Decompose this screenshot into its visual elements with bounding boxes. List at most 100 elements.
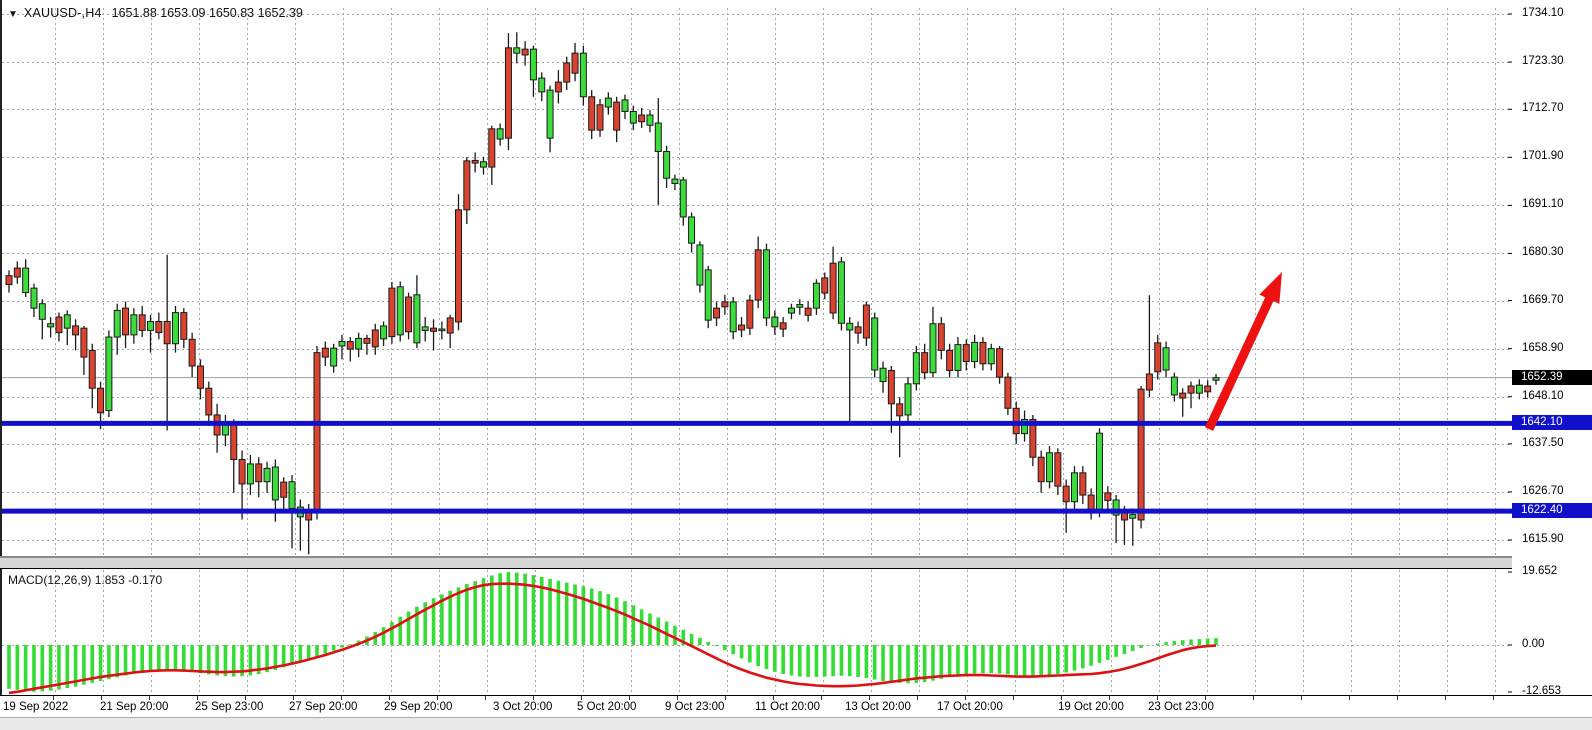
macd-tick-label: 19.652 [1522, 565, 1558, 577]
price-tick-label: 1626.70 [1522, 484, 1564, 497]
bull-candle-body [679, 179, 687, 218]
bear-candle-body [563, 62, 571, 83]
time-tick-label: 21 Sep 20:00 [100, 701, 169, 713]
bull-candle-body [646, 114, 654, 126]
macd-signal-value: -0.170 [128, 573, 163, 587]
price-tick-label: 1615.90 [1522, 533, 1564, 545]
bear-candle-body [921, 352, 929, 374]
bear-candle-body [721, 301, 729, 308]
bear-candle-body [596, 104, 604, 131]
resistance-price-tag: 1642.10 [1512, 415, 1592, 431]
symbol-timeframe-label: XAUUSD-,H4 [23, 6, 102, 20]
bull-candle-body [671, 178, 679, 185]
bear-candle-body [188, 338, 196, 367]
bear-candle-body [829, 262, 837, 314]
support-price-tag: 1622.40 [1512, 503, 1592, 519]
bull-candle-body [771, 316, 779, 328]
bear-candle-body [155, 321, 163, 334]
bull-candle-body [704, 269, 712, 321]
bull-candle-body [579, 52, 587, 98]
bear-candle-body [1079, 472, 1087, 496]
bear-candle-body [138, 314, 146, 331]
time-axis[interactable]: 19 Sep 2022 21 Sep 20:00 25 Sep 23:00 27 Se… [0, 695, 1592, 718]
price-tick-label: 1691.10 [1522, 198, 1564, 211]
panel-separator[interactable] [0, 556, 1512, 558]
price-tick-label: 1712.70 [1522, 102, 1564, 115]
candlestick-series[interactable] [5, 32, 1220, 555]
bear-candle-body [613, 101, 621, 131]
time-tick-label: 11 Oct 20:00 [755, 701, 820, 713]
bull-candle-body [263, 467, 271, 483]
bear-candle-body [455, 209, 463, 323]
bear-candle-body [88, 349, 96, 389]
bear-candle-body [163, 321, 171, 345]
time-tick-label: 19 Sep 2022 [3, 701, 69, 713]
current-price-tag: 1652.39 [1512, 369, 1592, 385]
bear-candle-body [896, 403, 904, 417]
bull-candle-body [796, 304, 804, 308]
panel-separator-band[interactable] [0, 558, 1512, 568]
bull-candle-body [929, 323, 937, 374]
bull-candle-body [38, 303, 46, 320]
bear-candle-body [588, 96, 596, 131]
bear-candle-body [821, 277, 829, 294]
chart-plot-area[interactable] [0, 0, 1514, 730]
macd-panel-top-border [0, 568, 1512, 569]
bear-candle-body [405, 296, 413, 333]
bull-candle-body [663, 151, 671, 179]
bear-candle-body [463, 160, 471, 211]
arrow-head [1259, 272, 1282, 304]
bull-candle-body [380, 325, 388, 340]
time-tick-label: 27 Sep 20:00 [289, 701, 358, 713]
price-axis[interactable]: 1734.10 1723.30 1712.70 1701.90 1691.10 1680.… [1512, 0, 1592, 730]
bear-candle-body [321, 347, 329, 358]
bear-candle-body [72, 325, 80, 336]
macd-tick-label: 0.00 [1522, 638, 1545, 650]
bear-candle-body [196, 365, 204, 389]
bull-candle-body [1162, 347, 1170, 371]
bull-candle-body [1112, 499, 1120, 516]
bear-candle-body [1062, 485, 1070, 503]
bull-candle-body [113, 309, 121, 338]
bull-candle-body [837, 261, 845, 324]
bull-candle-body [147, 321, 155, 331]
macd-indicator-label: MACD(12,26,9) 1.853 -0.170 [8, 573, 162, 587]
bear-candle-body [862, 304, 870, 339]
price-tick-label: 1669.70 [1522, 293, 1564, 306]
price-tick-label: 1648.10 [1522, 389, 1564, 402]
bull-candle-body [438, 328, 446, 332]
grid-lines [2, 8, 1514, 694]
bull-candle-body [246, 463, 254, 485]
bull-candle-body [1170, 376, 1178, 396]
bear-candle-body [488, 128, 496, 168]
bull-candle-body [879, 367, 887, 383]
bear-candle-body [887, 369, 895, 405]
bear-candle-body [313, 352, 321, 513]
bull-candle-body [654, 122, 662, 153]
bear-candle-body [13, 267, 21, 278]
bear-candle-body [5, 275, 13, 286]
bear-candle-body [122, 307, 130, 336]
bull-candle-body [22, 267, 30, 294]
price-tick-label: 1680.30 [1522, 246, 1564, 259]
bull-candle-body [912, 352, 920, 385]
bear-candle-body [713, 307, 721, 319]
candlestick-chart-canvas[interactable] [2, 0, 1514, 730]
bull-candle-body [729, 301, 737, 333]
bear-candle-body [937, 323, 945, 351]
time-tick-label: 19 Oct 20:00 [1058, 701, 1124, 713]
bull-candle-body [171, 312, 179, 345]
ohlc-quote-readout: 1651.88 1653.09 1650.83 1652.39 [111, 6, 303, 20]
bull-candle-body [330, 347, 338, 367]
bull-candle-body [604, 97, 612, 108]
bull-candle-body [1046, 452, 1054, 483]
bear-candle-body [779, 322, 787, 330]
trend-arrow-annotation[interactable] [1204, 272, 1282, 431]
price-tick-label: 1723.30 [1522, 55, 1564, 68]
bull-candle-body [538, 77, 546, 93]
symbol-dropdown-icon[interactable]: ▼ [8, 9, 18, 20]
bear-candle-body [363, 337, 371, 344]
bear-candle-body [754, 249, 762, 301]
bull-candle-body [787, 307, 795, 314]
macd-params-label: MACD(12,26,9) [8, 573, 92, 587]
